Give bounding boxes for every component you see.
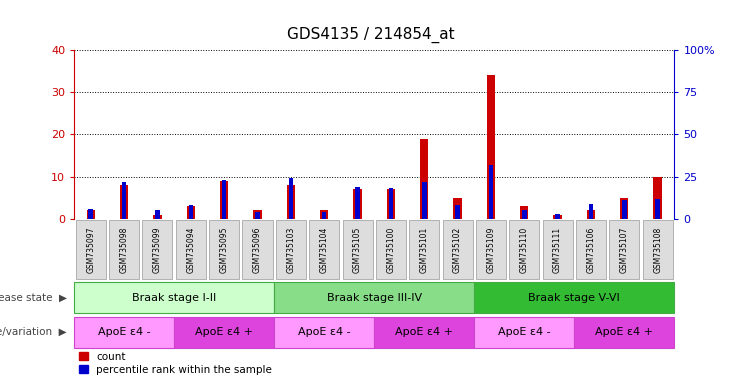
FancyBboxPatch shape: [209, 220, 239, 279]
Bar: [554, 215, 562, 219]
FancyBboxPatch shape: [642, 220, 673, 279]
Text: GSM735097: GSM735097: [86, 226, 96, 273]
Text: disease state  ▶: disease state ▶: [0, 293, 67, 303]
Bar: [320, 210, 328, 219]
Text: GSM735095: GSM735095: [219, 226, 229, 273]
Text: GSM735103: GSM735103: [286, 227, 296, 273]
Legend: count, percentile rank within the sample: count, percentile rank within the sample: [79, 352, 272, 375]
Text: GSM735105: GSM735105: [353, 227, 362, 273]
FancyBboxPatch shape: [342, 220, 373, 279]
Text: ApoE ε4 +: ApoE ε4 +: [395, 327, 453, 337]
FancyBboxPatch shape: [376, 220, 406, 279]
FancyBboxPatch shape: [476, 220, 506, 279]
Bar: [455, 205, 460, 219]
Bar: [387, 189, 395, 219]
Text: ApoE ε4 +: ApoE ε4 +: [595, 327, 654, 337]
FancyBboxPatch shape: [242, 220, 273, 279]
Text: GSM735101: GSM735101: [419, 227, 429, 273]
Bar: [155, 210, 160, 219]
FancyBboxPatch shape: [274, 282, 474, 313]
FancyBboxPatch shape: [374, 316, 474, 348]
FancyBboxPatch shape: [442, 220, 473, 279]
Bar: [120, 185, 128, 219]
Bar: [288, 178, 293, 219]
FancyBboxPatch shape: [109, 220, 139, 279]
FancyBboxPatch shape: [74, 282, 274, 313]
Text: genotype/variation  ▶: genotype/variation ▶: [0, 327, 67, 337]
Bar: [522, 210, 527, 219]
Bar: [487, 75, 495, 219]
Bar: [222, 180, 227, 219]
FancyBboxPatch shape: [574, 316, 674, 348]
Bar: [388, 189, 393, 219]
FancyBboxPatch shape: [576, 220, 606, 279]
Text: ApoE ε4 +: ApoE ε4 +: [195, 327, 253, 337]
FancyBboxPatch shape: [609, 220, 639, 279]
Bar: [122, 182, 127, 219]
FancyBboxPatch shape: [409, 220, 439, 279]
FancyBboxPatch shape: [276, 220, 306, 279]
FancyBboxPatch shape: [176, 220, 206, 279]
FancyBboxPatch shape: [474, 282, 674, 313]
Bar: [622, 200, 627, 219]
Bar: [520, 206, 528, 219]
Bar: [587, 210, 595, 219]
Bar: [655, 199, 660, 219]
Bar: [588, 204, 594, 219]
Bar: [488, 165, 494, 219]
Text: ApoE ε4 -: ApoE ε4 -: [298, 327, 350, 337]
Bar: [220, 181, 228, 219]
FancyBboxPatch shape: [542, 220, 573, 279]
Bar: [287, 185, 295, 219]
Bar: [654, 177, 662, 219]
FancyBboxPatch shape: [142, 220, 173, 279]
Bar: [555, 214, 560, 219]
Text: GSM735100: GSM735100: [386, 227, 396, 273]
Text: GSM735102: GSM735102: [453, 227, 462, 273]
Text: GSM735107: GSM735107: [619, 227, 629, 273]
Bar: [88, 209, 93, 219]
Text: ApoE ε4 -: ApoE ε4 -: [498, 327, 551, 337]
Text: GSM735099: GSM735099: [153, 226, 162, 273]
Text: Braak stage I-II: Braak stage I-II: [132, 293, 216, 303]
Bar: [422, 182, 427, 219]
Text: Braak stage V-VI: Braak stage V-VI: [528, 293, 620, 303]
Bar: [322, 212, 327, 219]
Text: GSM735109: GSM735109: [486, 227, 496, 273]
Bar: [420, 139, 428, 219]
Bar: [353, 189, 362, 219]
Text: GSM735108: GSM735108: [653, 227, 662, 273]
Bar: [453, 198, 462, 219]
Text: GSM735111: GSM735111: [553, 227, 562, 273]
FancyBboxPatch shape: [174, 316, 274, 348]
Text: Braak stage III-IV: Braak stage III-IV: [327, 293, 422, 303]
Text: GSM735106: GSM735106: [586, 227, 596, 273]
Bar: [620, 198, 628, 219]
FancyBboxPatch shape: [74, 316, 174, 348]
Bar: [87, 210, 95, 219]
Text: GSM735098: GSM735098: [119, 227, 129, 273]
Bar: [253, 210, 262, 219]
FancyBboxPatch shape: [474, 316, 574, 348]
Text: GSM735096: GSM735096: [253, 226, 262, 273]
FancyBboxPatch shape: [76, 220, 106, 279]
Bar: [187, 206, 195, 219]
Bar: [255, 212, 260, 219]
FancyBboxPatch shape: [274, 316, 374, 348]
Text: GSM735110: GSM735110: [519, 227, 529, 273]
Bar: [188, 205, 193, 219]
Text: GSM735104: GSM735104: [319, 227, 329, 273]
Text: ApoE ε4 -: ApoE ε4 -: [98, 327, 150, 337]
FancyBboxPatch shape: [309, 220, 339, 279]
FancyBboxPatch shape: [509, 220, 539, 279]
Bar: [355, 187, 360, 219]
Text: GSM735094: GSM735094: [186, 226, 196, 273]
Text: GDS4135 / 214854_at: GDS4135 / 214854_at: [287, 27, 454, 43]
Bar: [153, 215, 162, 219]
